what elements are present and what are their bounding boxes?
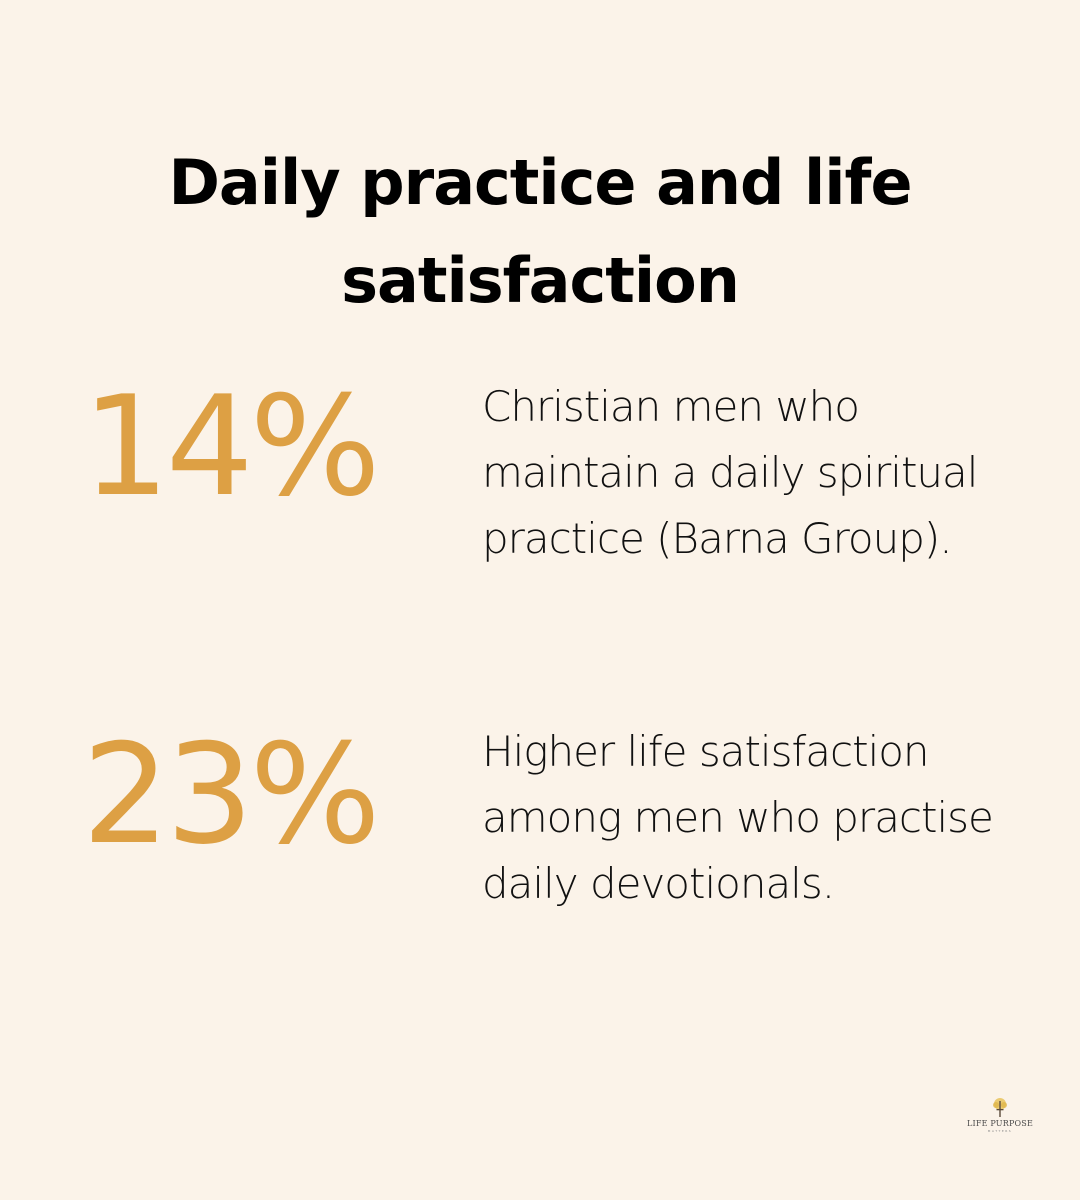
logo-name: LIFE PURPOSE bbox=[966, 1119, 1034, 1128]
logo-subtitle: MATTERS bbox=[987, 1129, 1013, 1133]
stat-description: Christian men who maintain a daily spiri… bbox=[482, 382, 978, 563]
infographic-title: Daily practice and life satisfaction bbox=[168, 145, 912, 317]
brand-logo: LIFE PURPOSE MATTERS bbox=[960, 1098, 1040, 1134]
tree-cross-icon bbox=[993, 1098, 1007, 1117]
stat-value: 23% bbox=[82, 714, 381, 875]
stat-value: 14% bbox=[82, 366, 381, 527]
stat-description: Higher life satisfaction among men who p… bbox=[482, 727, 994, 908]
